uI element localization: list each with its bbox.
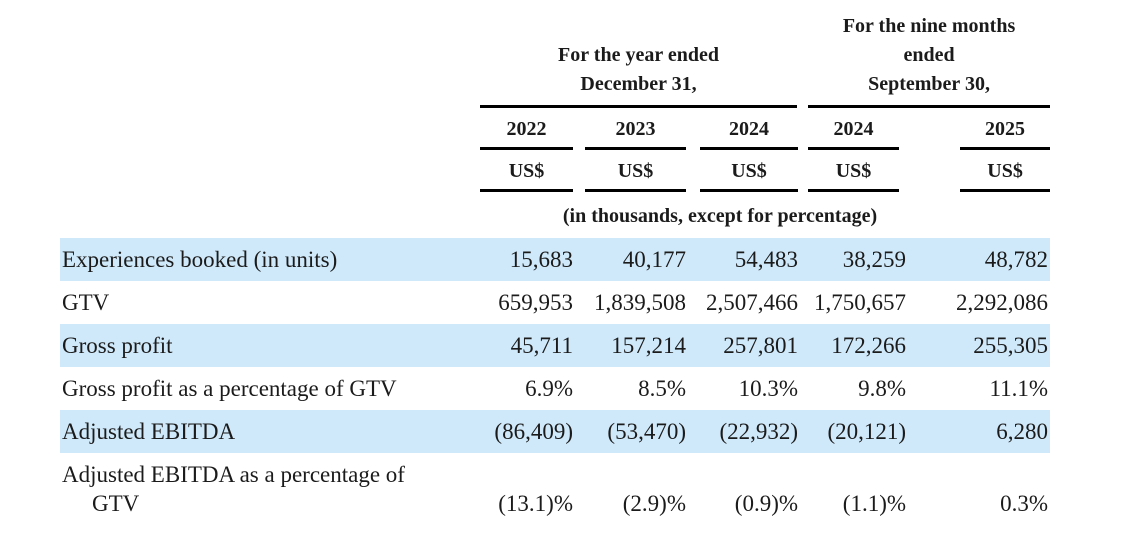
value-cell: 659,953 [498, 290, 573, 315]
row-label: Experiences booked (in units) [60, 238, 460, 281]
value-cell: 2,292,086 [956, 290, 1049, 315]
currency-header: US$ [800, 150, 908, 192]
label-column-spacer [60, 108, 460, 150]
row-label-line1: Experiences booked (in units) [62, 247, 338, 272]
units-note: (in thousands, except for percentage) [562, 205, 878, 227]
financial-summary-table: For the year ended December 31, For the … [60, 12, 1051, 525]
value-cell: (1.1)% [842, 491, 907, 516]
column-group-year-ended: For the year ended December 31, [460, 12, 800, 108]
column-group-year-ended-rule: For the year ended December 31, [480, 41, 798, 108]
value-cell: 10.3% [738, 376, 799, 401]
row-label: Gross profit as a percentage of GTV [60, 367, 460, 410]
table-row: Gross profit 45,711 157,214 257,801 172,… [60, 324, 1051, 367]
column-group-year-ended-line1: For the year ended [558, 44, 719, 66]
value-cell: (2.9)% [622, 491, 686, 516]
value-cell: (20,121) [827, 419, 907, 444]
units-note-row: (in thousands, except for percentage) [60, 192, 1050, 238]
row-label: Gross profit [60, 324, 460, 367]
column-group-nine-months-line2: ended [903, 44, 955, 66]
row-label-line1: Gross profit as a percentage of GTV [62, 376, 397, 401]
value-cell: 255,305 [973, 333, 1049, 358]
value-cell: (53,470) [607, 419, 686, 444]
value-cell: 1,839,508 [594, 290, 686, 315]
row-label-line1: Adjusted EBITDA [62, 419, 236, 444]
currency-header: US$ [688, 150, 800, 192]
row-label-line2: GTV [92, 491, 140, 516]
value-cell: (0.9)% [734, 491, 799, 516]
column-group-header-row: For the year ended December 31, For the … [60, 12, 1051, 108]
year-column-header-2023: 2023 [575, 108, 688, 150]
year-header-row: 2022 2023 2024 2024 2025 [60, 108, 1051, 150]
year-column-header-2024: 2024 [688, 108, 800, 150]
row-label-line1: GTV [62, 290, 110, 315]
value-cell: (13.1)% [498, 491, 573, 516]
table-body: Experiences booked (in units) 15,683 40,… [60, 238, 1051, 525]
value-cell: 40,177 [622, 247, 686, 272]
row-label: Adjusted EBITDA as a percentage of GTV [60, 453, 460, 525]
value-cell: 15,683 [509, 247, 573, 272]
label-column-spacer [60, 12, 460, 108]
value-cell: (86,409) [494, 419, 573, 444]
column-group-year-ended-line2: December 31, [580, 73, 697, 95]
column-group-nine-months: For the nine months ended September 30, [800, 12, 1051, 108]
currency-header: US$ [460, 150, 575, 192]
currency-header: US$ [908, 150, 1051, 192]
value-cell: 48,782 [984, 247, 1049, 272]
row-label: GTV [60, 281, 460, 324]
table-row: GTV 659,953 1,839,508 2,507,466 1,750,65… [60, 281, 1050, 324]
label-column-spacer [60, 192, 460, 238]
column-group-nine-months-line1: For the nine months [842, 15, 1016, 37]
label-column-spacer [60, 150, 460, 192]
table-row: Experiences booked (in units) 15,683 40,… [60, 238, 1051, 281]
table-row: Adjusted EBITDA as a percentage of GTV (… [60, 453, 1050, 525]
value-cell: 45,711 [510, 333, 573, 358]
value-cell: 2,507,466 [706, 290, 799, 315]
financial-summary-page: For the year ended December 31, For the … [60, 12, 1051, 525]
value-cell: 157,214 [611, 333, 686, 358]
table-row: Adjusted EBITDA (86,409) (53,470) (22,93… [60, 410, 1051, 453]
year-column-header-2025-nine-months: 2025 [908, 108, 1051, 150]
currency-header: US$ [575, 150, 688, 192]
table-row: Gross profit as a percentage of GTV 6.9%… [60, 367, 1050, 410]
column-group-nine-months-line3: September 30, [868, 73, 990, 95]
year-column-header-2022: 2022 [460, 108, 575, 150]
value-cell: 8.5% [638, 376, 686, 401]
year-column-header-2024-nine-months: 2024 [800, 108, 908, 150]
value-cell: 54,483 [734, 247, 799, 272]
value-cell: 0.3% [1000, 491, 1049, 516]
row-label-line1: Adjusted EBITDA as a percentage of [62, 462, 405, 487]
row-label-line1: Gross profit [62, 333, 173, 358]
value-cell: 6.9% [525, 376, 573, 401]
value-cell: (22,932) [719, 419, 799, 444]
value-cell: 11.1% [989, 376, 1049, 401]
value-cell: 172,266 [831, 333, 907, 358]
value-cell: 1,750,657 [814, 290, 907, 315]
column-group-nine-months-rule: For the nine months ended September 30, [808, 12, 1051, 108]
value-cell: 9.8% [858, 376, 907, 401]
value-cell: 6,280 [996, 419, 1049, 444]
value-cell: 257,801 [723, 333, 799, 358]
currency-header-row: US$ US$ US$ US$ US$ [60, 150, 1051, 192]
value-cell: 38,259 [842, 247, 907, 272]
row-label: Adjusted EBITDA [60, 410, 460, 453]
